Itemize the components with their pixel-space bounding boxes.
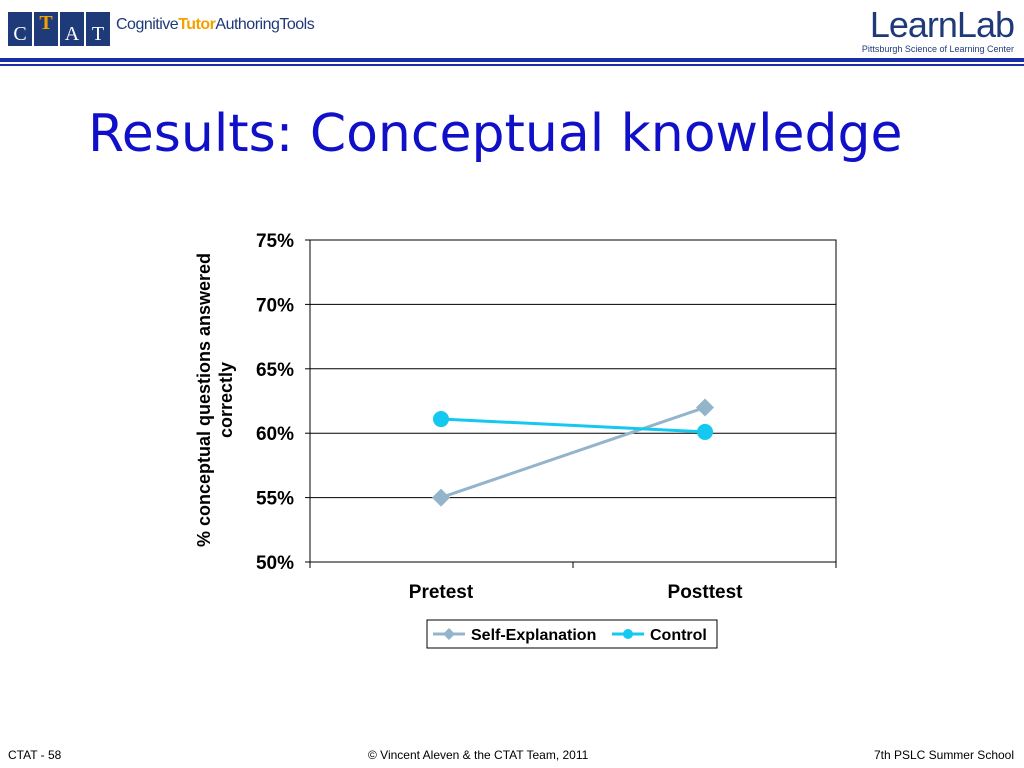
y-tick-label: 60% — [256, 424, 294, 445]
circle-marker — [697, 423, 713, 440]
y-tick-label: 65% — [256, 360, 294, 381]
header-rule — [0, 58, 1024, 62]
learnlab-name: LearnLab — [869, 4, 1015, 45]
series-line-self-explanation — [440, 406, 706, 500]
ctat-text-tutor: Tutor — [178, 16, 216, 33]
footer-event: 7th PSLC Summer School — [873, 748, 1014, 762]
series-line-control — [440, 417, 706, 434]
footer-copyright: © Vincent Aleven & the CTAT Team, 2011 — [368, 748, 589, 762]
y-tick-label: 55% — [256, 489, 294, 510]
footer-slide-number: CTAT - 58 — [8, 748, 62, 762]
learnlab-subtitle: Pittsburgh Science of Learning Center — [861, 44, 1014, 54]
y-tick-label: 70% — [256, 295, 294, 316]
header-rule-thin — [0, 64, 1024, 66]
legend-label: Control — [650, 627, 707, 644]
ctat-text-cognitive: Cognitive — [116, 16, 179, 33]
x-tick-label: Pretest — [409, 582, 474, 603]
legend: Self-Explanation Control — [426, 619, 718, 649]
ctat-text-authoring: AuthoringTools — [215, 16, 315, 33]
diamond-marker — [696, 398, 714, 417]
circle-marker — [433, 411, 449, 428]
y-tick-label: 75% — [256, 231, 294, 252]
y-tick-label: 50% — [256, 553, 294, 574]
x-tick-label: Posttest — [668, 582, 744, 603]
ctat-letter: A — [60, 12, 84, 46]
slide-title: Results: Conceptual knowledge — [88, 104, 903, 164]
circle-marker — [623, 629, 633, 639]
plot-frame — [309, 239, 837, 563]
ctat-letter: T — [86, 12, 110, 46]
diamond-marker — [443, 628, 455, 640]
ctat-logo: C T A T CognitiveTutorAuthoringTools — [8, 12, 315, 46]
ctat-letter: C — [8, 12, 32, 46]
ctat-letter: T — [34, 12, 58, 46]
y-axis-label: % conceptual questions answered correctly — [194, 253, 236, 547]
diamond-marker — [432, 488, 450, 507]
legend-label: Self-Explanation — [471, 627, 596, 644]
ctat-text: CognitiveTutorAuthoringTools — [116, 16, 315, 34]
learnlab-logo: LearnLab Pittsburgh Science of Learning … — [861, 4, 1015, 55]
